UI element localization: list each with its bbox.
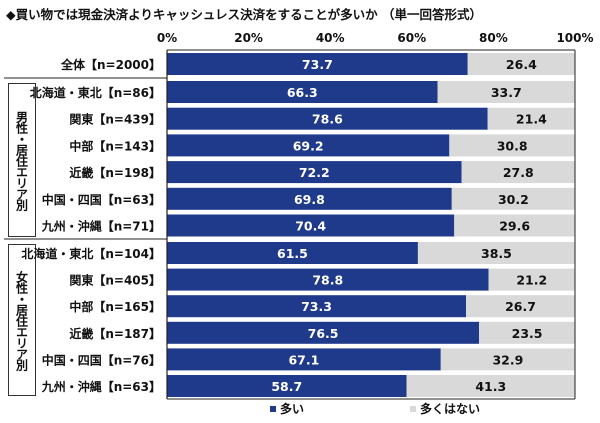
category-label: 九州・沖縄【n=71】	[41, 219, 161, 234]
bar-segment	[167, 375, 407, 397]
bar-segment	[479, 321, 575, 344]
bar-segment	[167, 53, 468, 75]
data-label: 29.6	[499, 219, 530, 234]
bar-segment	[167, 214, 455, 237]
data-label: 23.5	[512, 326, 543, 341]
data-label: 58.7	[271, 379, 302, 394]
bar-segment	[487, 107, 575, 130]
data-label: 76.5	[308, 326, 339, 341]
legend-swatch	[410, 406, 416, 412]
data-label: 32.9	[492, 352, 523, 367]
category-label: 中部【n=165】	[69, 299, 161, 314]
data-label: 30.8	[497, 138, 528, 153]
group-label-male: 男性・居住エリア別	[8, 83, 36, 237]
data-label: 38.5	[481, 246, 512, 261]
data-label: 26.7	[505, 299, 536, 314]
bar-segment	[406, 375, 575, 397]
bar-segment	[437, 81, 575, 103]
x-tick-label: 0%	[157, 31, 177, 45]
data-label: 61.5	[277, 246, 308, 261]
bar-segment	[461, 161, 575, 184]
x-tick-label: 60%	[397, 31, 426, 45]
category-label: 中国・四国【n=63】	[42, 192, 161, 207]
bar-segment	[167, 295, 467, 318]
category-label: 中国・四国【n=76】	[42, 352, 161, 367]
bar-segment	[454, 214, 575, 237]
bar-segment	[167, 348, 441, 371]
data-label: 78.6	[312, 112, 343, 127]
bar-segment	[167, 242, 418, 264]
bar-segment	[167, 134, 450, 157]
bar-segment	[167, 107, 488, 130]
data-label: 30.2	[498, 192, 529, 207]
data-label: 73.7	[302, 57, 333, 72]
legend-swatch	[270, 406, 276, 412]
data-label: 78.8	[312, 273, 343, 288]
bar-segment	[449, 134, 575, 157]
bar-segment	[167, 187, 452, 210]
data-label: 66.3	[287, 85, 318, 100]
category-label: 関東【n=405】	[69, 273, 161, 288]
category-label: 近畿【n=187】	[69, 326, 161, 341]
bar-segment	[167, 268, 489, 291]
data-label: 69.2	[293, 138, 324, 153]
data-label: 67.1	[288, 352, 319, 367]
x-tick-label: 100%	[556, 31, 593, 45]
bar-segment	[440, 348, 575, 371]
x-tick-label: 20%	[234, 31, 263, 45]
bar-segment	[167, 321, 480, 344]
category-label: 関東【n=439】	[69, 112, 161, 127]
bar-segment	[467, 53, 575, 75]
data-label: 72.2	[299, 165, 330, 180]
data-label: 27.8	[503, 165, 534, 180]
bar-segment	[466, 295, 575, 318]
chart-title: ◆買い物では現金決済よりキャッシュレス決済をすることが多いか （単一回答形式）	[6, 7, 482, 22]
bar-segment	[451, 187, 575, 210]
category-label: 九州・沖縄【n=63】	[41, 379, 161, 394]
data-label: 73.3	[301, 299, 332, 314]
bar-segment	[488, 268, 575, 291]
bar-segment	[417, 242, 575, 264]
data-label: 70.4	[295, 219, 326, 234]
bar-segment	[167, 161, 462, 184]
data-label: 21.2	[516, 273, 547, 288]
category-label: 北海道・東北【n=86】	[30, 85, 161, 100]
legend-label: 多い	[280, 401, 304, 416]
category-label: 中部【n=143】	[69, 138, 161, 153]
data-label: 41.3	[475, 379, 506, 394]
x-tick-label: 40%	[316, 31, 345, 45]
category-label: 北海道・東北【n=104】	[21, 246, 161, 261]
data-label: 69.8	[294, 192, 325, 207]
data-label: 33.7	[491, 85, 522, 100]
category-label: 全体【n=2000】	[60, 57, 161, 72]
category-label: 近畿【n=198】	[69, 165, 161, 180]
group-label-female: 女性・居住エリア別	[8, 244, 36, 396]
x-tick-label: 80%	[479, 31, 508, 45]
data-label: 26.4	[506, 57, 537, 72]
data-label: 21.4	[516, 112, 547, 127]
legend-label: 多くはない	[420, 401, 480, 416]
bar-segment	[167, 81, 438, 103]
